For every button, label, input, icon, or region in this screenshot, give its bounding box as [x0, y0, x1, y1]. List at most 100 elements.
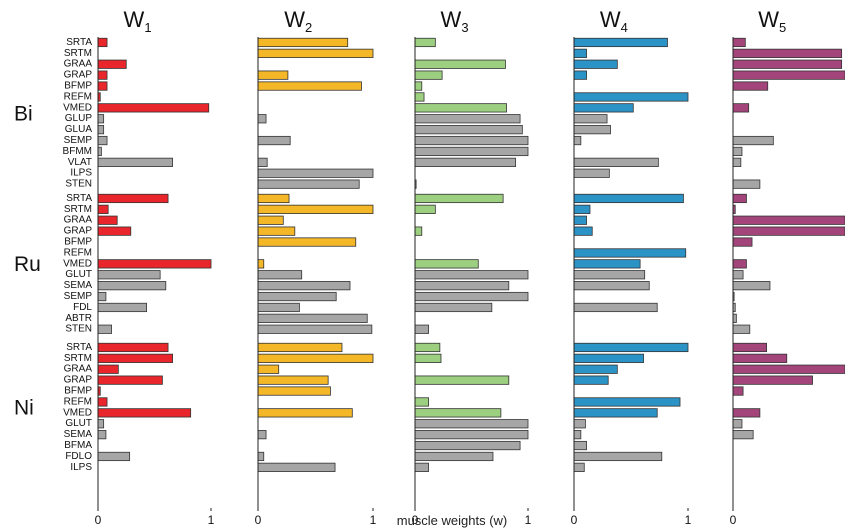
bar-ni-srtm-w3 [414, 353, 442, 363]
bar-ni-grap-w3 [414, 375, 510, 385]
bar-ru-bfmp-w5 [732, 237, 753, 247]
bar-bi-vmed-w3 [414, 103, 507, 113]
bar-bi-semp-w5 [732, 135, 774, 146]
bar-ru-fdl-w3 [414, 302, 493, 313]
bar-bi-bfmm-w3 [414, 146, 529, 157]
bar-bi-graa-w5 [732, 59, 843, 69]
bar-ru-graa-w2 [257, 215, 284, 225]
bar-bi-refm-w4 [573, 92, 689, 102]
x-tick-label: 0 [571, 513, 578, 527]
bar-bi-glup-w2 [257, 114, 267, 124]
muscle-label: ILPS [70, 168, 92, 179]
bar-ni-refm-w4 [573, 397, 681, 407]
column-title-w5: W5 [758, 7, 786, 35]
bar-ni-grap-w1 [97, 375, 163, 385]
bar-ru-srta-w5 [732, 193, 747, 204]
bar-ru-srtm-w1 [97, 204, 109, 214]
bar-ru-graa-w4 [573, 215, 587, 225]
bar-ru-srta-w2 [257, 193, 290, 204]
bar-bi-semp-w1 [97, 135, 108, 146]
muscle-label: SRTA [66, 193, 92, 204]
bar-ni-bfma-w3 [414, 440, 521, 451]
bar-bi-bfmm-w5 [732, 146, 743, 157]
bar-ni-graa-w2 [257, 364, 280, 374]
bar-bi-grap-w4 [573, 70, 587, 80]
bar-ni-refm-w1 [97, 397, 108, 407]
bar-ni-srtm-w5 [732, 353, 788, 363]
muscle-label: BFMA [64, 440, 92, 451]
bar-ru-grap-w3 [414, 226, 423, 236]
x-axis-label: muscle weights (w) [397, 513, 508, 528]
x-tick-label: 0 [412, 513, 419, 527]
bar-ni-srtm-w4 [573, 353, 644, 363]
bar-ru-srtm-w4 [573, 204, 591, 214]
bar-ni-graa-w5 [732, 364, 845, 374]
bar-ni-glut-w3 [414, 419, 529, 429]
bar-ni-srta-w1 [97, 342, 169, 353]
muscle-label: GRAP [64, 375, 93, 386]
bar-ru-semp-w1 [97, 291, 107, 302]
x-tick-label: 0 [730, 513, 737, 527]
bar-ru-srta-w3 [414, 193, 504, 204]
x-tick-label: 0 [255, 513, 262, 527]
bar-bi-grap-w2 [257, 70, 289, 80]
bar-ni-sema-w3 [414, 430, 529, 440]
muscle-label: VMED [63, 407, 92, 418]
bar-ru-sema-w4 [573, 281, 650, 291]
muscle-label: GRAP [64, 70, 93, 81]
bar-bi-graa-w1 [97, 59, 127, 69]
column-title-w3: W3 [441, 7, 469, 35]
bar-ni-grap-w2 [257, 375, 329, 385]
bar-ni-srta-w2 [257, 342, 343, 353]
muscle-label: BFMP [64, 237, 92, 248]
bar-ni-bfmp-w2 [257, 386, 331, 396]
bar-bi-bfmp-w5 [732, 81, 769, 91]
bar-ni-vmed-w3 [414, 408, 502, 418]
muscle-label: GRAA [64, 59, 93, 70]
bar-ni-glut-w4 [573, 419, 586, 429]
bar-ni-graa-w1 [97, 364, 119, 374]
bar-ru-glut-w1 [97, 270, 161, 280]
muscle-label: BFMM [63, 146, 92, 157]
bar-bi-grap-w3 [414, 70, 443, 80]
bar-bi-srta-w2 [257, 37, 349, 48]
muscle-label: SRTA [66, 342, 92, 353]
bar-ni-sema-w5 [732, 430, 754, 440]
bar-ni-srta-w3 [414, 342, 441, 353]
x-tick-label: 0 [95, 513, 102, 527]
bar-bi-bfmp-w3 [414, 81, 423, 91]
bar-bi-semp-w4 [573, 135, 582, 146]
muscle-label: GRAA [64, 364, 93, 375]
bar-ni-graa-w4 [573, 364, 618, 374]
bar-bi-vmed-w1 [97, 103, 210, 113]
bar-bi-graa-w3 [414, 59, 506, 69]
column-title-w1: W1 [124, 7, 152, 35]
muscle-label: ABTR [65, 313, 92, 324]
bar-ru-grap-w4 [573, 226, 593, 236]
muscle-label: SRTM [64, 204, 92, 215]
bar-ru-glut-w4 [573, 270, 646, 280]
bar-ru-sten-w2 [257, 324, 373, 334]
bar-ni-bfma-w4 [573, 440, 587, 451]
bar-bi-grap-w5 [732, 70, 845, 80]
muscle-label: SEMA [64, 280, 93, 291]
bar-ni-vmed-w1 [97, 408, 192, 418]
bar-ru-grap-w1 [97, 226, 132, 236]
muscle-label: ILPS [70, 462, 92, 473]
bar-ni-vmed-w4 [573, 408, 658, 418]
bar-ru-graa-w5 [732, 215, 845, 225]
column-title-w2: W2 [284, 7, 312, 35]
bar-bi-glua-w3 [414, 125, 523, 135]
bar-ni-ilps-w3 [414, 462, 429, 472]
bar-bi-vlat-w3 [414, 157, 516, 167]
bar-bi-srta-w4 [573, 37, 668, 48]
bar-ni-ilps-w2 [257, 462, 336, 472]
bar-bi-vlat-w5 [732, 157, 742, 167]
bar-ru-srtm-w2 [257, 204, 374, 214]
x-tick-label: 1 [370, 513, 377, 527]
bar-bi-vlat-w1 [97, 157, 173, 167]
group-label-bi: Bi [14, 102, 33, 125]
bar-ni-vmed-w2 [257, 408, 353, 418]
bar-bi-glua-w4 [573, 125, 611, 135]
